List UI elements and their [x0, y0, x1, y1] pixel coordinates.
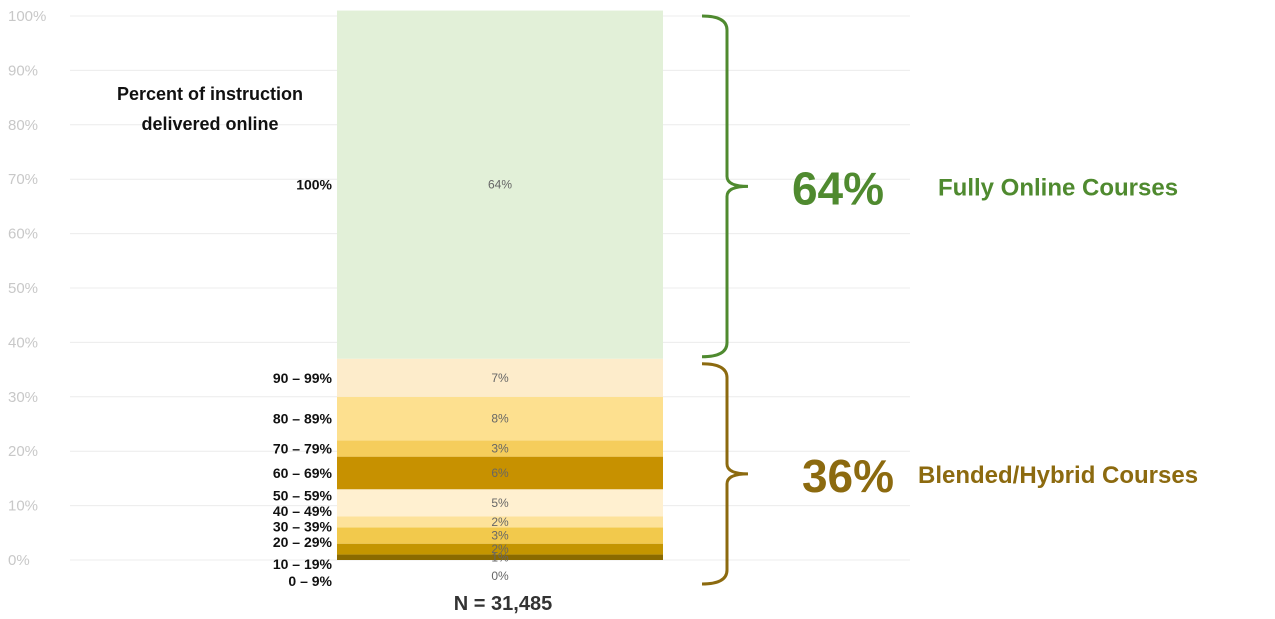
- group-percentage: 36%: [802, 450, 894, 502]
- y-tick-label: 80%: [8, 117, 38, 134]
- category-label: 10 – 19%: [273, 556, 333, 572]
- bar-segment: [337, 396, 663, 441]
- segment-value-label: 5%: [491, 496, 509, 510]
- y-tick-label: 10%: [8, 498, 38, 515]
- y-tick-label: 50%: [8, 280, 38, 297]
- category-label: 100%: [296, 177, 332, 193]
- y-tick-label: 20%: [8, 443, 38, 460]
- sample-size-label: N = 31,485: [454, 593, 552, 615]
- segment-value-label: 0%: [491, 569, 509, 583]
- category-label: 60 – 69%: [273, 465, 333, 481]
- category-label: 30 – 39%: [273, 518, 333, 534]
- axis-caption-line1: Percent of instruction: [117, 84, 303, 104]
- group-label: Blended/Hybrid Courses: [918, 462, 1198, 489]
- segment-value-label: 7%: [491, 371, 509, 385]
- segment-value-label: 64%: [488, 178, 512, 192]
- category-label: 90 – 99%: [273, 370, 333, 386]
- group-brace: [701, 362, 749, 586]
- segment-value-label: 8%: [491, 412, 509, 426]
- group-brace: [701, 14, 749, 359]
- segment-value-label: 2%: [491, 542, 509, 556]
- y-tick-label: 100%: [8, 8, 46, 25]
- y-axis-ticks: 0% 10% 20% 30% 40% 50% 60% 70% 80% 90% 100%: [8, 8, 46, 569]
- y-tick-label: 60%: [8, 226, 38, 243]
- category-label: 0 – 9%: [288, 573, 332, 589]
- y-tick-label: 0%: [8, 552, 30, 569]
- stacked-bar: [337, 10, 663, 560]
- y-tick-label: 40%: [8, 334, 38, 351]
- bar-segment: [337, 554, 663, 560]
- segment-value-label: 2%: [491, 515, 509, 529]
- segment-value-label: 3%: [491, 441, 509, 455]
- y-tick-label: 30%: [8, 389, 38, 406]
- category-labels: 0 – 9%10 – 19% 20 – 29%30 – 39%40 – 49%50…: [273, 177, 333, 589]
- y-tick-label: 90%: [8, 62, 38, 79]
- category-label: 70 – 79%: [273, 440, 333, 456]
- group-percentage: 64%: [792, 162, 884, 214]
- segment-value-label: 1%: [491, 550, 509, 564]
- axis-caption-line2: delivered online: [141, 114, 278, 134]
- bar-segment: [337, 527, 663, 544]
- group-label: Fully Online Courses: [938, 174, 1178, 201]
- segment-value-label: 6%: [491, 466, 509, 480]
- bar-segment: [337, 543, 663, 555]
- category-label: 50 – 59%: [273, 487, 333, 503]
- bar-segment: [337, 516, 663, 528]
- bar-segment: [337, 10, 663, 359]
- bar-segment: [337, 489, 663, 517]
- y-tick-label: 70%: [8, 171, 38, 188]
- group-braces: 64% Fully Online Courses 36% Blended/Hybrid…: [701, 14, 1198, 586]
- category-label: 80 – 89%: [273, 411, 333, 427]
- bar-segment: [337, 358, 663, 397]
- segment-value-label: 3%: [491, 529, 509, 543]
- category-label: 20 – 29%: [273, 534, 333, 550]
- bar-segment: [337, 456, 663, 490]
- category-label: 40 – 49%: [273, 503, 333, 519]
- bar-segment: [337, 440, 663, 457]
- segment-data-labels: 0%1%2%3%2%5%6%3%8%7%64%: [488, 178, 512, 583]
